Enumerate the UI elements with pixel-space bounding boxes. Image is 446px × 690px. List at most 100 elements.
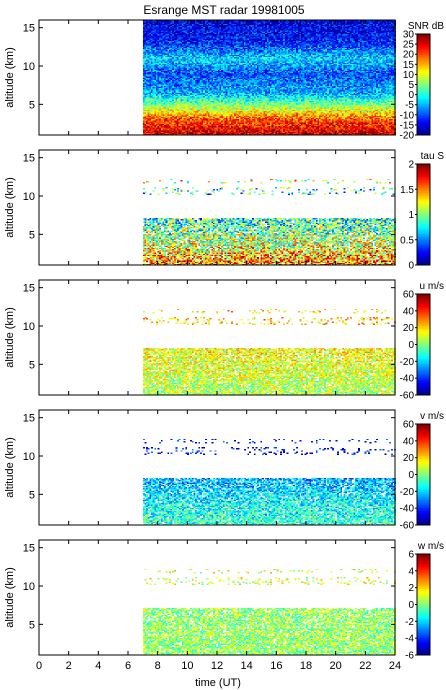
heatmap-cell	[146, 107, 149, 109]
heatmap-cell	[175, 93, 178, 96]
heatmap-cell	[152, 117, 155, 120]
heatmap-cell	[173, 74, 176, 76]
heatmap-cell	[159, 80, 162, 83]
heatmap-cell	[172, 87, 175, 90]
heatmap-cell	[146, 39, 149, 41]
heatmap-cell	[165, 41, 168, 44]
heatmap-cell	[150, 92, 153, 94]
heatmap-cell	[173, 100, 176, 102]
heatmap-cell	[164, 105, 166, 107]
heatmap-cell	[150, 46, 153, 48]
heatmap-cell	[155, 47, 158, 50]
heatmap-cell	[177, 98, 180, 100]
heatmap-cell	[177, 75, 180, 77]
heatmap-cell	[154, 90, 157, 92]
heatmap-cell	[144, 28, 147, 30]
heatmap-cell	[173, 24, 176, 27]
heatmap-cell	[172, 49, 175, 52]
heatmap-cell	[167, 47, 170, 50]
heatmap-cell	[162, 84, 165, 86]
heatmap-cell	[142, 52, 145, 54]
heatmap-cell	[168, 72, 171, 75]
heatmap-cell	[177, 60, 180, 62]
heatmap-cell	[167, 39, 170, 41]
heatmap-cell	[167, 43, 170, 45]
heatmap-cell	[155, 74, 158, 76]
heatmap-cell	[146, 64, 149, 67]
heatmap-cell	[149, 77, 152, 79]
heatmap-cell	[173, 20, 176, 22]
heatmap-cell	[160, 30, 163, 32]
heatmap-cell	[157, 57, 160, 60]
heatmap-cell	[162, 57, 165, 60]
heatmap-cell	[177, 113, 180, 115]
heatmap-cell	[154, 45, 157, 47]
heatmap-cell	[168, 85, 171, 87]
heatmap-cell	[162, 55, 165, 58]
heatmap-cell	[157, 120, 160, 122]
heatmap-cell	[172, 109, 175, 112]
heatmap-cell	[147, 25, 150, 28]
heatmap-cell	[146, 52, 149, 54]
heatmap-cell	[160, 43, 163, 45]
heatmap-cell	[155, 129, 158, 131]
heatmap-cell	[164, 45, 166, 47]
heatmap-cell	[164, 39, 166, 41]
heatmap-cell	[159, 67, 162, 69]
heatmap-cell	[177, 28, 180, 30]
heatmap-cell	[160, 61, 163, 63]
heatmap-cell	[172, 57, 175, 60]
heatmap-cell	[149, 86, 152, 89]
heatmap-cell	[177, 123, 180, 125]
heatmap-cell	[146, 132, 149, 135]
heatmap-cell	[168, 106, 171, 108]
heatmap-cell	[152, 66, 155, 68]
heatmap-cell	[164, 122, 166, 124]
heatmap-cell	[144, 91, 147, 93]
heatmap-cell	[178, 110, 181, 113]
heatmap-cell	[162, 70, 165, 73]
heatmap-cell	[172, 26, 175, 29]
heatmap-cell	[152, 33, 155, 36]
heatmap-cell	[154, 107, 157, 109]
heatmap-cell	[150, 107, 153, 109]
heatmap-cell	[155, 68, 158, 70]
heatmap-cell	[172, 31, 175, 33]
heatmap-cell	[146, 46, 149, 48]
heatmap-cell	[147, 129, 150, 131]
heatmap-cell	[175, 21, 178, 23]
heatmap-cell	[150, 117, 153, 120]
heatmap-cell	[159, 109, 162, 112]
heatmap-cell	[157, 79, 160, 82]
heatmap-cell	[154, 61, 157, 63]
heatmap-cell	[157, 124, 160, 127]
heatmap-cell	[144, 24, 147, 27]
heatmap-cell	[170, 126, 173, 129]
heatmap-cell	[149, 95, 152, 98]
heatmap-cell	[170, 131, 173, 133]
heatmap-cell	[170, 90, 173, 92]
heatmap-cell	[155, 83, 158, 85]
heatmap-cell	[152, 91, 155, 93]
heatmap-cell	[167, 34, 170, 37]
heatmap-cell	[172, 122, 175, 124]
heatmap-cell	[165, 37, 168, 39]
heatmap-cell	[150, 115, 153, 117]
heatmap-cell	[159, 62, 162, 64]
heatmap-cell	[160, 63, 163, 66]
heatmap-cell	[149, 26, 152, 29]
heatmap-cell	[147, 101, 150, 104]
heatmap-cell	[149, 41, 152, 44]
heatmap-cell	[146, 41, 149, 44]
heatmap-cell	[152, 53, 155, 55]
heatmap-cell	[172, 72, 175, 75]
heatmap-cell	[165, 63, 168, 66]
heatmap-cell	[178, 74, 181, 76]
heatmap-cell	[150, 122, 153, 124]
heatmap-cell	[152, 56, 155, 59]
heatmap-cell	[154, 62, 157, 64]
heatmap-cell	[159, 95, 162, 98]
heatmap-cell	[160, 69, 163, 71]
heatmap-cell	[175, 126, 178, 129]
